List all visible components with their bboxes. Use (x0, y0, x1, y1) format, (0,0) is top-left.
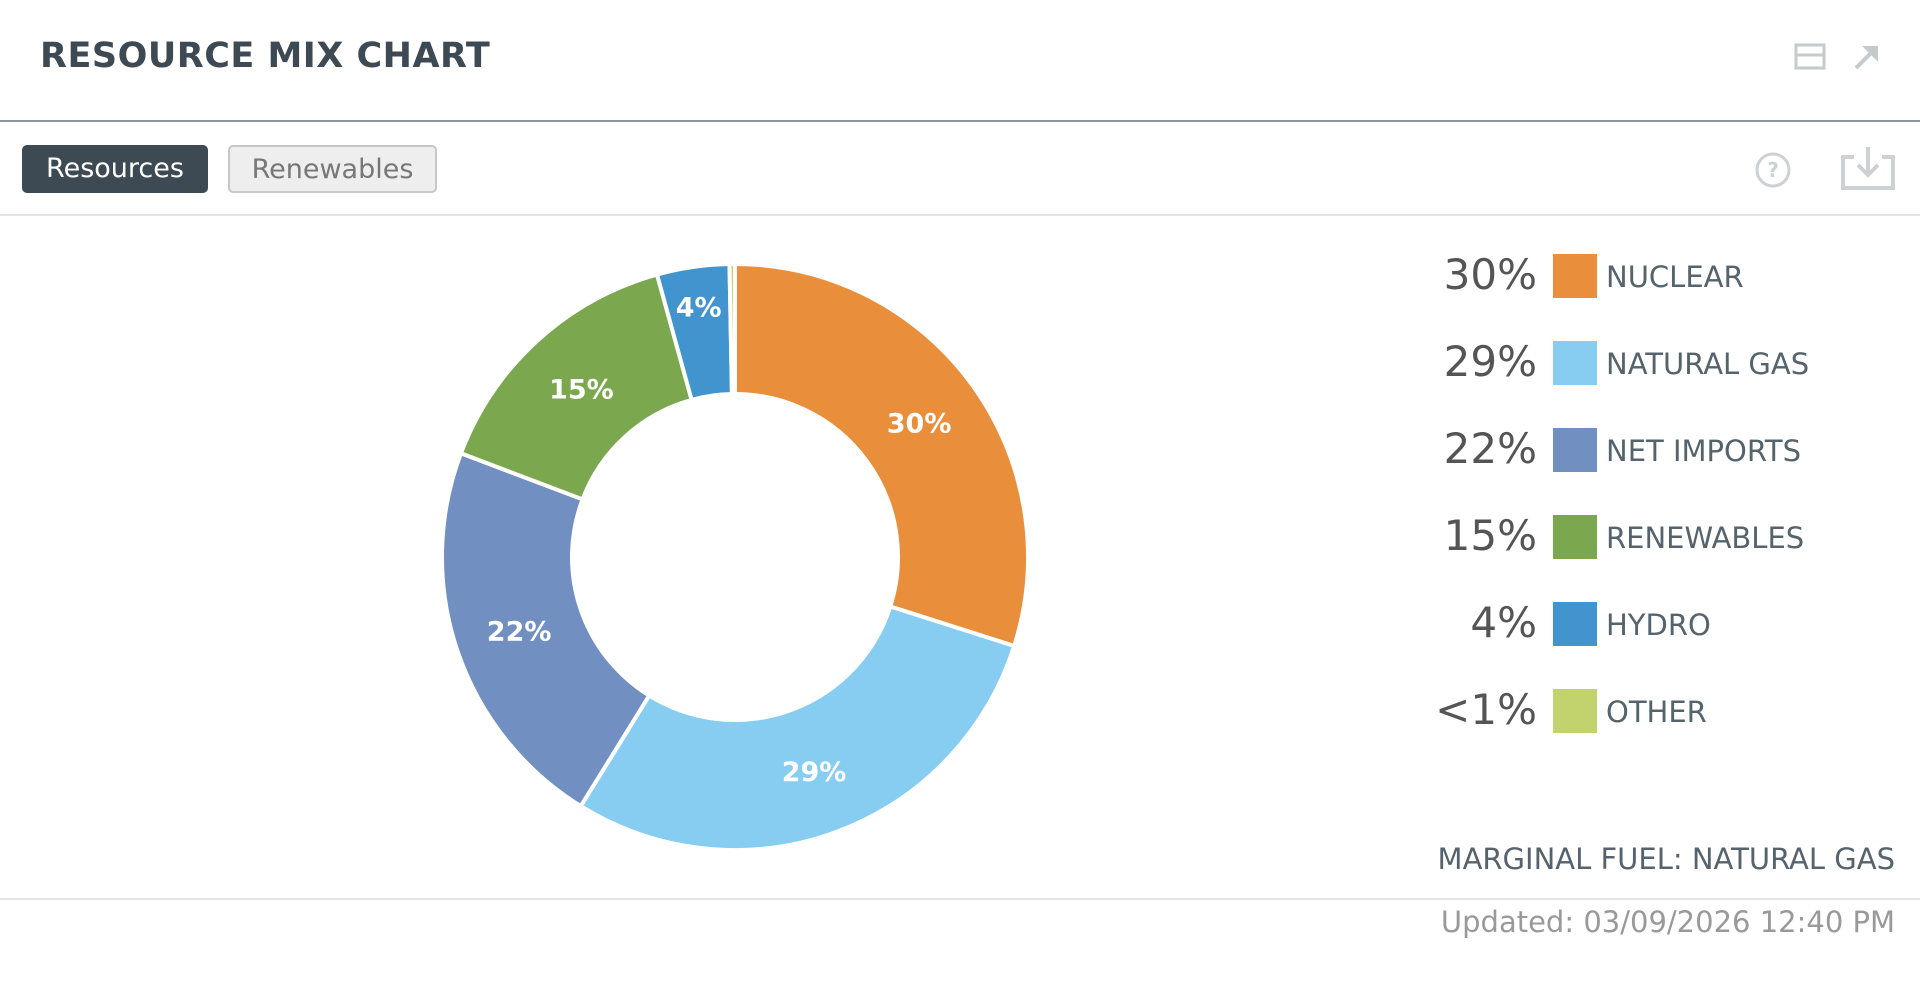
legend-item[interactable]: 4% HYDRO (1420, 594, 1920, 654)
legend-item[interactable]: 30% NUCLEAR (1420, 246, 1920, 306)
legend-item[interactable]: <1% OTHER (1420, 681, 1920, 741)
slice-label: 22% (487, 616, 552, 647)
legend-label: HYDRO (1606, 608, 1711, 642)
slice-nuclear[interactable] (733, 261, 1030, 649)
legend-swatch (1553, 515, 1597, 559)
updated-timestamp: Updated: 03/09/2026 12:40 PM (1440, 905, 1895, 939)
legend-swatch (1553, 254, 1597, 298)
slice-label: 30% (887, 408, 952, 439)
legend-label: NUCLEAR (1606, 260, 1744, 294)
legend-item[interactable]: 22% NET IMPORTS (1420, 420, 1920, 480)
legend-swatch (1553, 341, 1597, 385)
legend-item[interactable]: 29% NATURAL GAS (1420, 333, 1920, 393)
legend-label: RENEWABLES (1606, 521, 1805, 555)
slice-net-imports[interactable] (440, 450, 652, 809)
legend-label: NATURAL GAS (1606, 347, 1810, 381)
legend-percent: 30% (1443, 250, 1537, 299)
slice-label: 29% (782, 757, 847, 788)
help-icon[interactable]: ? (1753, 150, 1793, 190)
legend-percent: 15% (1443, 511, 1537, 560)
slice-renewables[interactable] (458, 272, 695, 502)
donut-chart: 30% 29% 22% 15% 4% (440, 261, 1030, 852)
toolbar-divider (0, 214, 1920, 216)
marginal-fuel: MARGINAL FUEL: NATURAL GAS (1437, 842, 1895, 876)
legend-label: OTHER (1606, 695, 1707, 729)
legend-percent: 22% (1443, 424, 1537, 473)
expand-arrow-icon[interactable] (1850, 40, 1884, 74)
slice-natural-gas[interactable] (578, 603, 1017, 852)
header-divider (0, 120, 1920, 122)
download-icon[interactable] (1840, 145, 1896, 191)
svg-text:?: ? (1767, 158, 1779, 182)
legend-percent: 29% (1443, 337, 1537, 386)
slice-label: 4% (676, 293, 722, 324)
slice-other[interactable] (727, 261, 737, 397)
page-title: RESOURCE MIX CHART (40, 36, 491, 76)
legend-swatch (1553, 689, 1597, 733)
slice-label: 15% (549, 375, 614, 406)
legend-item[interactable]: 15% RENEWABLES (1420, 507, 1920, 567)
footer-divider (0, 898, 1920, 900)
legend-swatch (1553, 428, 1597, 472)
panel-icon[interactable] (1793, 40, 1827, 74)
legend-label: NET IMPORTS (1606, 434, 1801, 468)
tab-resources[interactable]: Resources (22, 145, 208, 193)
legend-swatch (1553, 602, 1597, 646)
tab-renewables[interactable]: Renewables (228, 145, 437, 193)
legend-percent: <1% (1435, 685, 1537, 734)
legend-percent: 4% (1470, 598, 1537, 647)
